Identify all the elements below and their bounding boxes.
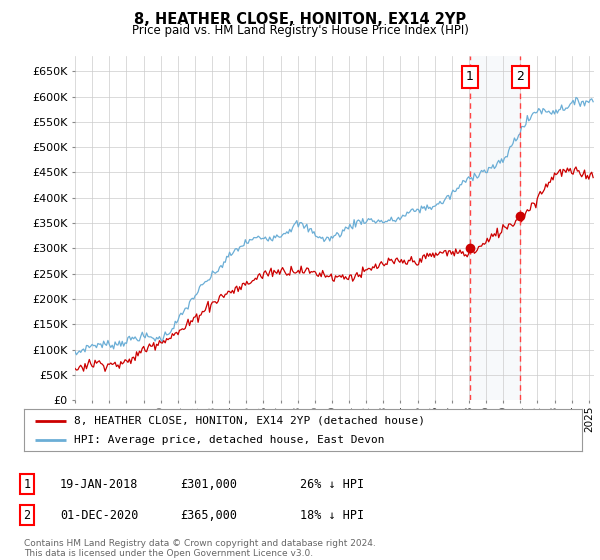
- Text: 2: 2: [23, 508, 31, 522]
- Text: HPI: Average price, detached house, East Devon: HPI: Average price, detached house, East…: [74, 435, 385, 445]
- Text: 19-JAN-2018: 19-JAN-2018: [60, 478, 139, 491]
- Text: £365,000: £365,000: [180, 508, 237, 522]
- Text: 1: 1: [23, 478, 31, 491]
- Text: 2: 2: [517, 70, 524, 83]
- Text: 1: 1: [466, 70, 474, 83]
- Text: £301,000: £301,000: [180, 478, 237, 491]
- Text: 8, HEATHER CLOSE, HONITON, EX14 2YP (detached house): 8, HEATHER CLOSE, HONITON, EX14 2YP (det…: [74, 416, 425, 426]
- Text: Price paid vs. HM Land Registry's House Price Index (HPI): Price paid vs. HM Land Registry's House …: [131, 24, 469, 36]
- Text: 8, HEATHER CLOSE, HONITON, EX14 2YP: 8, HEATHER CLOSE, HONITON, EX14 2YP: [134, 12, 466, 27]
- Text: 18% ↓ HPI: 18% ↓ HPI: [300, 508, 364, 522]
- Bar: [470, 56, 520, 400]
- Text: 01-DEC-2020: 01-DEC-2020: [60, 508, 139, 522]
- Text: 26% ↓ HPI: 26% ↓ HPI: [300, 478, 364, 491]
- Text: Contains HM Land Registry data © Crown copyright and database right 2024.
This d: Contains HM Land Registry data © Crown c…: [24, 539, 376, 558]
